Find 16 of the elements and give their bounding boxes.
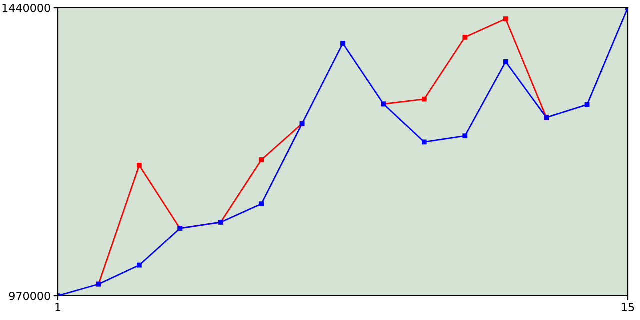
point — [137, 262, 142, 268]
point — [584, 102, 590, 108]
point — [259, 158, 264, 162]
y-tick-label: 1440000 — [2, 4, 50, 12]
point — [422, 96, 427, 102]
point — [137, 163, 142, 168]
point — [462, 134, 468, 138]
point — [259, 202, 264, 207]
point — [422, 140, 427, 145]
point — [503, 59, 508, 64]
point — [340, 41, 346, 46]
point — [462, 34, 468, 40]
y-tick-label: 970000 — [9, 292, 50, 300]
point — [503, 16, 508, 22]
x-tick-label: 1 — [56, 303, 61, 312]
x-tick-label: 15 — [622, 303, 634, 312]
